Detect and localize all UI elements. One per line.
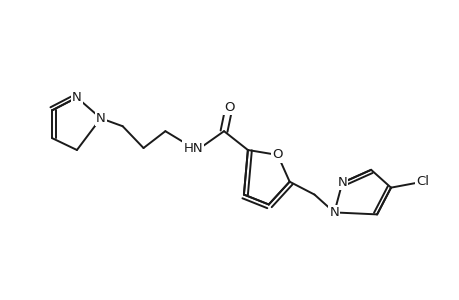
Text: N: N [72, 91, 82, 104]
Text: N: N [96, 112, 106, 125]
Text: O: O [223, 101, 234, 114]
Text: HN: HN [183, 142, 202, 154]
Text: O: O [272, 148, 282, 161]
Text: N: N [337, 176, 347, 189]
Text: N: N [329, 206, 338, 219]
Text: Cl: Cl [415, 175, 428, 188]
